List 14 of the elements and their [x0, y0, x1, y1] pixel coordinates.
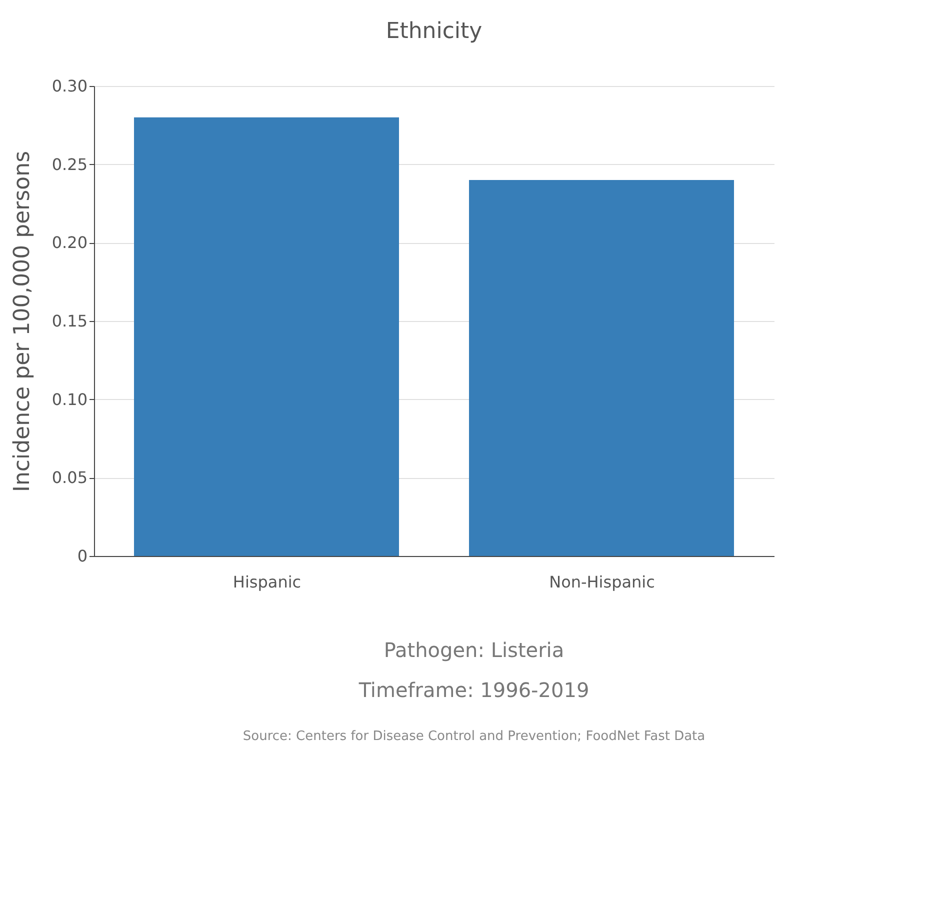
- y-tick-label: 0.30: [52, 76, 88, 96]
- y-tick-label: 0.05: [52, 468, 88, 488]
- y-tick-label: 0.15: [52, 312, 88, 330]
- y-tick-label: 0.25: [52, 154, 88, 174]
- chart-title: Ethnicity: [386, 19, 482, 44]
- y-axis-title: Incidence per 100,000 persons: [10, 150, 35, 492]
- text: Timeframe: 1996-2019: [358, 678, 590, 702]
- y-tick-label: 0.20: [52, 233, 88, 252]
- source-note: Source: Centers for Disease Control and Prevention; FoodNet Fast Data: [242, 729, 706, 744]
- x-tick-label: Hispanic: [232, 572, 302, 592]
- x-tick-label: Non-Hispanic: [549, 572, 655, 592]
- y-tick-label: 0.10: [52, 390, 88, 409]
- text: Pathogen: Listeria: [384, 638, 564, 662]
- y-tick-label: 0: [77, 546, 88, 566]
